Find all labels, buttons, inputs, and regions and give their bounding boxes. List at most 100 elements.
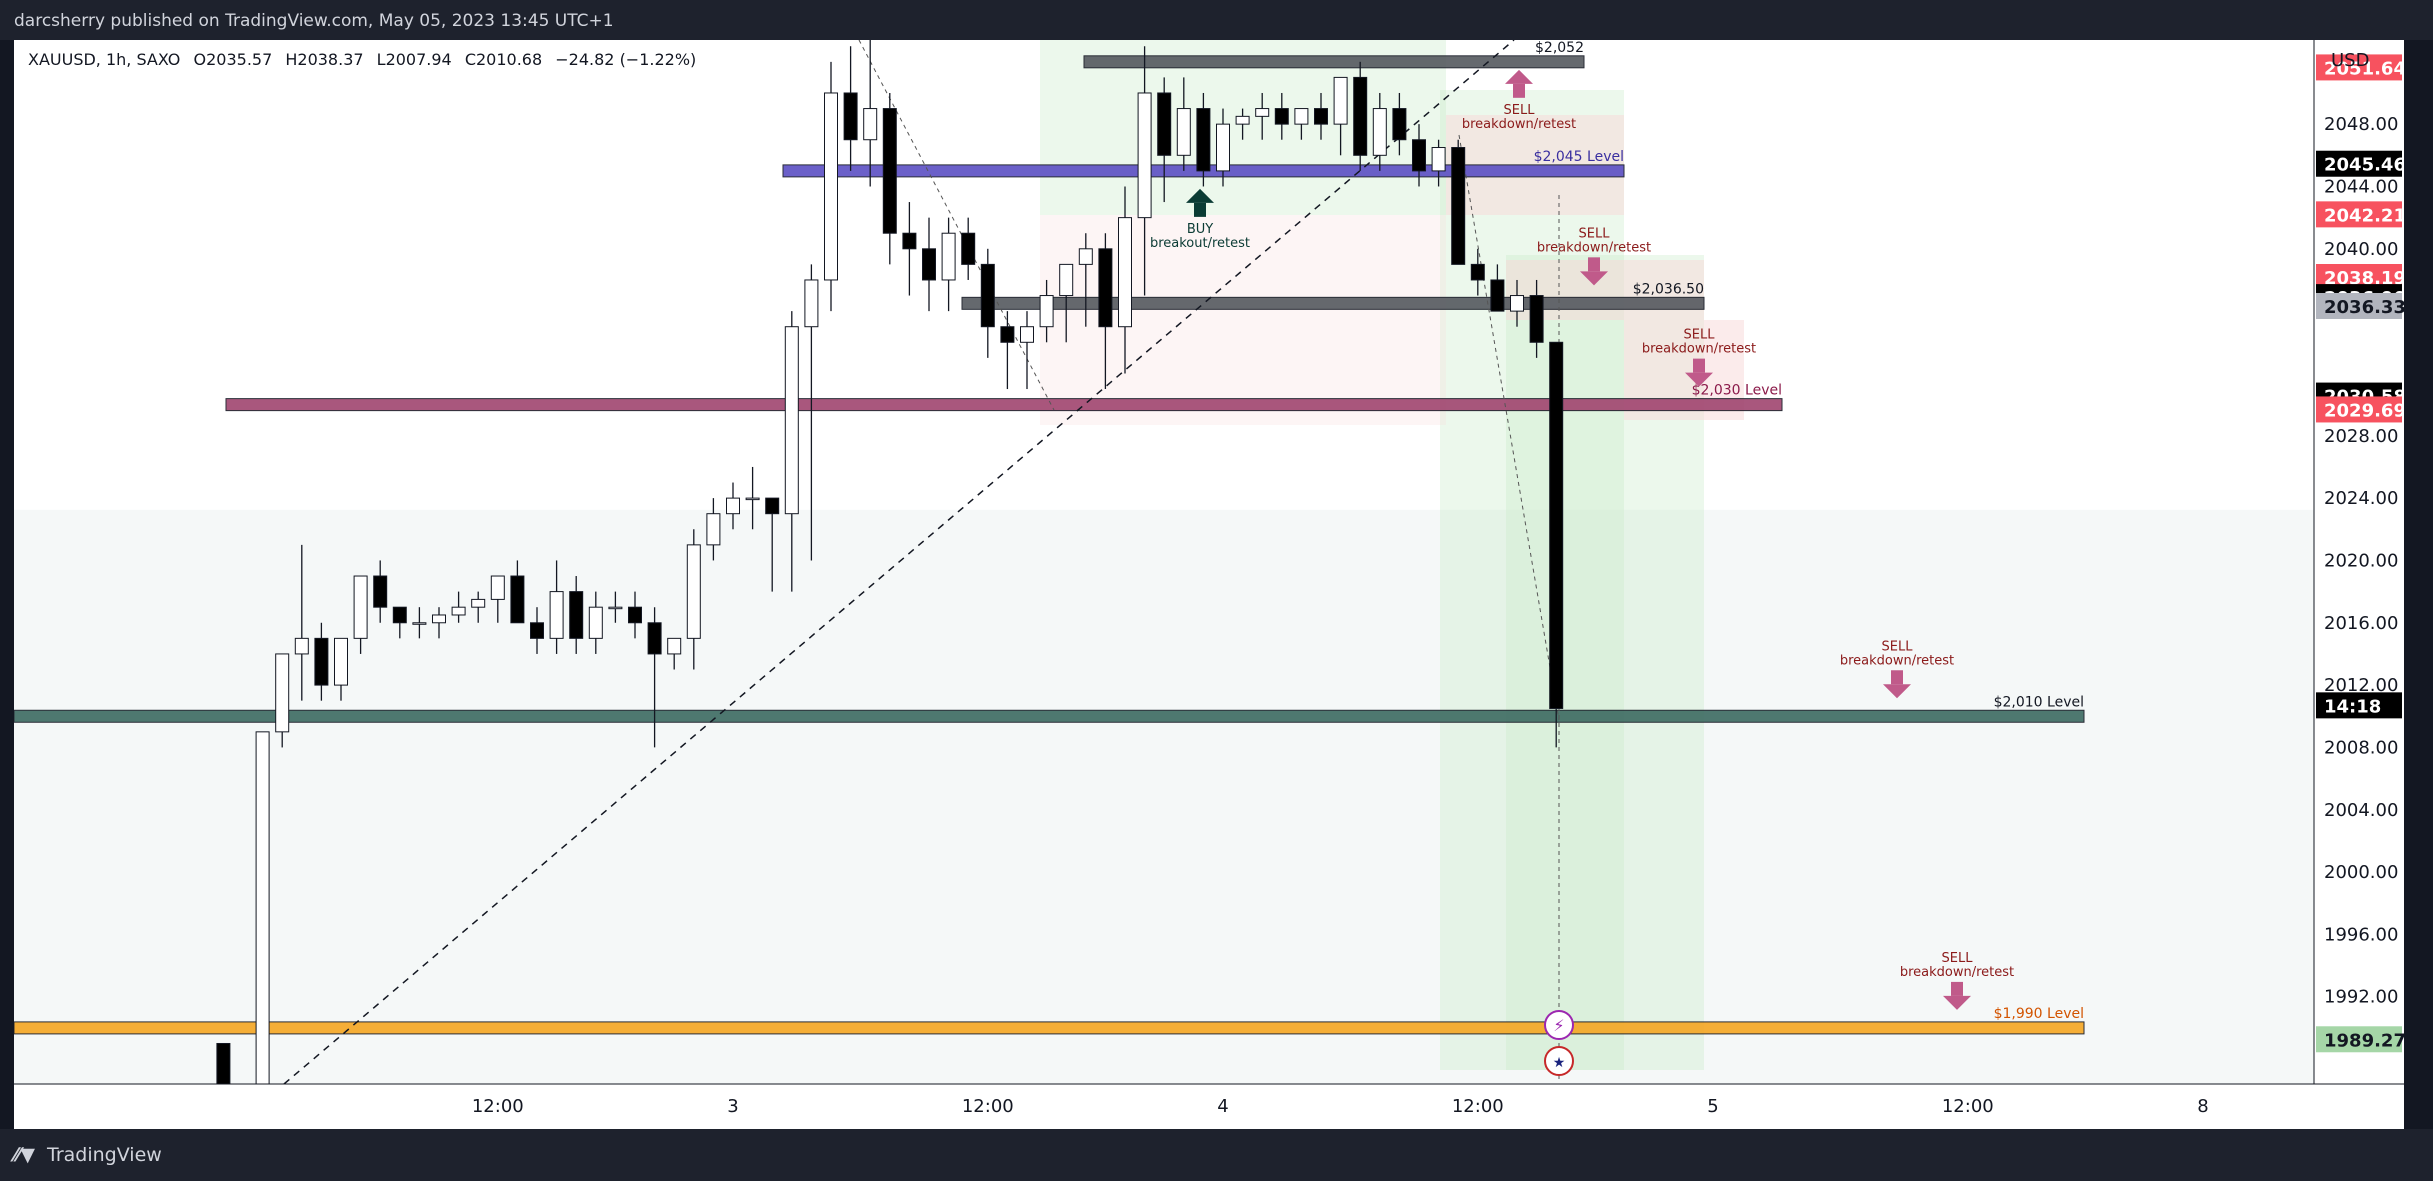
candle[interactable] [1333, 76, 1348, 156]
level-bar [961, 296, 1705, 310]
candle[interactable] [1059, 263, 1074, 343]
price-axis[interactable]: 2048.00 2044.00 2040.00 2028.00 2024.00 2020.… [2313, 40, 2404, 1084]
candle[interactable] [1529, 279, 1544, 358]
candle[interactable] [1294, 108, 1309, 140]
candle[interactable] [1196, 92, 1211, 187]
candle[interactable] [628, 591, 642, 639]
arrow-up-icon [1505, 69, 1533, 84]
candle[interactable] [608, 591, 623, 623]
candle[interactable] [1020, 311, 1034, 390]
candle[interactable] [961, 217, 976, 280]
candle[interactable] [432, 607, 446, 639]
candle[interactable] [1470, 248, 1485, 296]
candle-body [1118, 217, 1132, 328]
candle[interactable] [255, 731, 270, 1129]
candle[interactable] [941, 217, 956, 312]
level-label: $1,990 Level [1994, 1006, 2084, 1022]
candle[interactable] [745, 466, 760, 530]
candle-body [922, 248, 936, 281]
candle[interactable] [1392, 92, 1407, 156]
candle[interactable] [686, 529, 701, 670]
candle[interactable] [1314, 92, 1328, 140]
signal-text: breakdown/retest [1537, 240, 1651, 255]
candle[interactable] [549, 560, 564, 654]
candle[interactable] [1078, 233, 1093, 327]
candle[interactable] [843, 46, 858, 171]
candle[interactable] [530, 607, 544, 654]
candle[interactable] [863, 40, 878, 187]
candle-body [1314, 108, 1328, 125]
candle[interactable] [1137, 46, 1152, 296]
candle[interactable] [334, 637, 348, 701]
candle-body [804, 279, 819, 328]
signal-type: SELL [1579, 226, 1611, 241]
time-tick-label: 12:00 [472, 1096, 524, 1117]
price-label-tag: 2036.33 [2316, 292, 2404, 319]
candle[interactable] [784, 311, 799, 592]
candle[interactable] [1255, 92, 1270, 140]
candle-body [373, 575, 388, 608]
candle[interactable] [1039, 279, 1054, 343]
candle[interactable] [1431, 139, 1446, 187]
candle[interactable] [667, 637, 682, 670]
footer-brand[interactable]: ⁄⁄▼ TradingView [14, 1144, 162, 1166]
candle-body [961, 232, 976, 265]
price-tick-label: 2004.00 [2324, 800, 2398, 821]
candle[interactable] [1118, 186, 1132, 374]
candle[interactable] [1274, 92, 1289, 140]
signal-type: SELL [1942, 951, 1974, 966]
candle[interactable] [1549, 341, 1564, 748]
candle[interactable] [902, 202, 917, 296]
candle[interactable] [980, 248, 995, 358]
candle[interactable] [1157, 77, 1172, 203]
candle[interactable] [647, 607, 662, 748]
candle[interactable] [1216, 108, 1230, 187]
candle[interactable] [490, 575, 505, 623]
candle-body [334, 637, 348, 686]
legend-open: O2035.57 [193, 50, 273, 69]
candle[interactable] [275, 653, 290, 748]
candle-body [1078, 248, 1093, 265]
candle-body [314, 637, 329, 686]
candle[interactable] [1412, 124, 1426, 187]
candle[interactable] [1451, 139, 1466, 265]
candle[interactable] [1353, 61, 1368, 171]
candle[interactable] [726, 482, 740, 530]
candle[interactable] [353, 575, 368, 654]
candle[interactable] [765, 497, 780, 592]
candle[interactable] [1235, 108, 1250, 140]
candle[interactable] [569, 576, 584, 654]
candle[interactable] [412, 607, 427, 639]
chart-frame[interactable]: $2,010 Level $2,030 Level $2,045 Level $2,0… [14, 40, 2404, 1129]
candle[interactable] [922, 217, 936, 312]
candle[interactable] [1372, 92, 1387, 171]
candle[interactable] [706, 498, 721, 561]
candles[interactable] [216, 40, 1564, 1129]
arrow-down-icon [1685, 372, 1713, 387]
candle[interactable] [451, 591, 466, 623]
candle[interactable] [314, 622, 329, 701]
arrow-shaft [1513, 83, 1525, 98]
candle[interactable] [1098, 233, 1113, 390]
candle[interactable] [510, 560, 525, 624]
candle[interactable] [1510, 279, 1524, 327]
candle[interactable] [471, 591, 486, 623]
price-tick-label: 2012.00 [2324, 675, 2398, 696]
price-label-text: 14:18 [2324, 696, 2381, 717]
candle[interactable] [1176, 77, 1191, 171]
candle-body [275, 653, 290, 733]
candle-body [902, 232, 917, 250]
candle[interactable] [824, 61, 838, 312]
candle[interactable] [882, 92, 897, 265]
candle[interactable] [804, 264, 819, 561]
candle[interactable] [588, 591, 603, 654]
candle[interactable] [392, 606, 407, 639]
candle[interactable] [373, 560, 388, 623]
candle[interactable] [1000, 311, 1015, 390]
candle[interactable] [1490, 264, 1505, 312]
candle[interactable] [294, 544, 309, 701]
chart-canvas[interactable]: $2,010 Level $2,030 Level $2,045 Level $2,0… [14, 40, 2404, 1129]
trendline-down [1458, 134, 1560, 721]
price-label-text: 2051.64 [2324, 58, 2404, 79]
